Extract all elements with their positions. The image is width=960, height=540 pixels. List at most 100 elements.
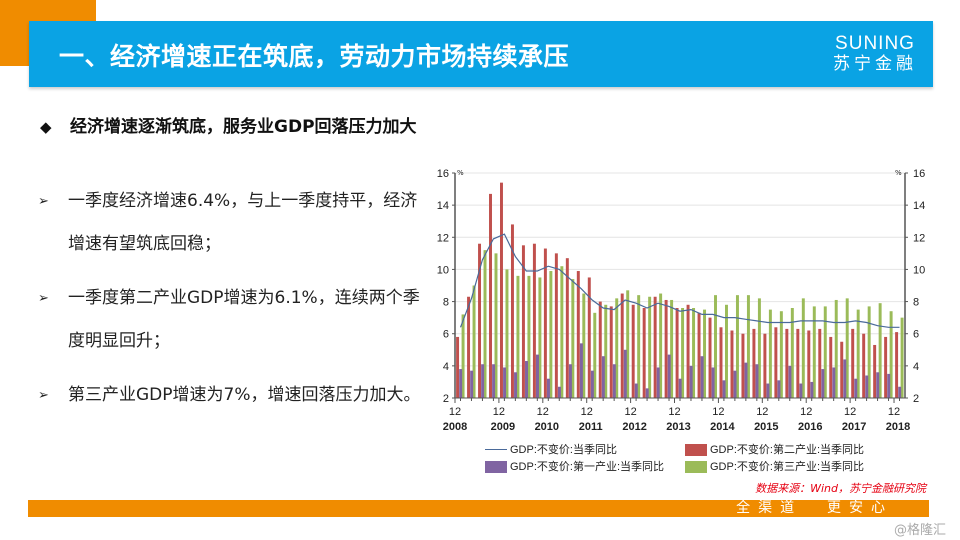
bar-series-1-q29 [774,327,778,398]
legend-primary: GDP:不变价:第一产业:当季同比 [485,460,664,474]
bar-series-1-q16 [631,304,635,398]
y-tick-label-right: 2 [913,393,919,405]
y-tick-label-left: 10 [437,264,449,276]
bar-series-2-q11 [579,343,583,398]
bar-series-1-q35 [840,341,844,398]
bullet-list: ➢ 一季度经济增速6.4%，与上一季度持平，经济增速有望筑底回稳； ➢ 一季度第二产… [38,180,428,428]
bar-series-3-q3 [494,253,498,398]
bar-series-1-q34 [829,336,833,398]
legend-secondary: GDP:不变价:第二产业:当季同比 [685,443,864,457]
bar-series-3-q28 [768,309,772,398]
bar-series-3-q21 [692,308,696,398]
y-tick-label-left: 12 [437,232,449,244]
y-tick-label-right: 14 [913,200,925,212]
bar-series-3-q23 [714,295,717,398]
bar-series-2-q5 [514,372,518,398]
bar-series-1-q0 [456,336,460,398]
bar-series-2-q6 [525,361,528,398]
bar-series-2-q28 [766,383,770,398]
bar-series-1-q15 [620,293,624,398]
bar-series-3-q38 [878,303,882,398]
data-source: 数据来源：Wind，苏宁金融研究院 [755,482,926,495]
bar-series-1-q9 [554,253,558,398]
x-tick-month: 12 [581,406,593,418]
bar-series-1-q6 [521,245,525,398]
bar-series-1-q37 [862,333,866,398]
bar-series-3-q34 [834,299,838,398]
bar-series-2-q8 [546,378,550,398]
bar-series-3-q39 [889,311,893,398]
bar-series-2-q3 [492,364,496,398]
bullet-text: 一季度经济增速6.4%，与上一季度持平，经济增速有望筑底回稳； [68,191,418,254]
bar-series-3-q37 [867,306,871,398]
bar-series-3-q15 [626,290,630,398]
bar-series-1-q28 [763,333,767,398]
bar-series-2-q38 [876,372,880,398]
x-tick-year: 2011 [579,421,603,433]
bar-series-3-q19 [670,299,674,398]
bar-series-2-q2 [481,364,485,398]
bar-series-2-q9 [557,386,561,398]
page-title: 一、经济增速正在筑底，劳动力市场持续承压 [59,42,570,71]
bar-series-3-q40 [900,317,904,398]
gdp-chart: 2 2 4 4 6 6 8 8 10 10 12 12 14 14 16 16% % 12 2008 12 2009 12… [437,168,925,433]
bar-series-3-q32 [812,306,816,398]
x-tick-year: 2018 [886,421,910,433]
bar-series-3-q20 [681,308,685,398]
bar-series-1-q27 [752,328,756,398]
watermark: @格隆汇 [893,523,946,538]
x-tick-year: 2014 [710,421,735,433]
bar-series-2-q31 [799,383,803,398]
bar-series-3-q25 [735,295,739,398]
x-tick-month: 12 [844,406,856,418]
bar-series-3-q22 [703,309,707,398]
bar-series-2-q40 [898,386,902,398]
bar-series-3-q12 [593,312,597,398]
y-tick-label-right: 12 [913,232,925,244]
x-tick-month: 12 [888,406,900,418]
x-tick-month: 12 [800,406,812,418]
bullet-item: ➢ 第三产业GDP增速为7%，增速回落压力加大。 [38,374,428,417]
x-tick-year: 2013 [666,421,690,433]
bar-series-2-q21 [689,365,693,398]
x-tick-year: 2012 [622,421,646,433]
y-tick-label-right: 6 [913,329,919,341]
y-unit-left: % [457,169,464,177]
legend-gdp: GDP:不变价:当季同比 [485,443,617,457]
bar-series-1-q4 [500,182,503,398]
bar-series-2-q14 [612,364,616,398]
x-tick-year: 2009 [491,421,515,433]
bar-series-1-q19 [664,299,668,398]
y-tick-label-right: 10 [913,264,925,276]
arrow-bullet-icon: ➢ [38,194,49,209]
bar-series-3-q35 [845,298,849,398]
bar-series-1-q39 [884,336,888,398]
bar-series-2-q26 [744,362,748,398]
x-tick-year: 2008 [443,421,467,433]
bullet-item: ➢ 一季度经济增速6.4%，与上一季度持平，经济增速有望筑底回稳； [38,180,428,266]
bar-series-3-q31 [801,298,805,398]
bar-series-1-q40 [895,332,899,398]
bar-series-1-q24 [719,327,723,398]
legend-tertiary: GDP:不变价:第三产业:当季同比 [685,460,864,474]
arrow-bullet-icon: ➢ [38,388,49,403]
bar-series-2-q7 [536,354,539,398]
bar-series-2-q32 [810,381,814,398]
bar-series-2-q4 [503,367,507,398]
bar-series-1-q20 [675,308,679,398]
bar-series-1-q25 [730,330,734,398]
bar-series-3-q13 [604,304,608,398]
bar-series-2-q37 [865,375,869,398]
x-tick-year: 2015 [754,421,778,433]
bar-series-1-q33 [818,328,822,398]
bar-series-2-q27 [755,364,759,398]
bar-series-3-q7 [538,277,542,398]
bar-series-1-q26 [741,333,745,398]
x-tick-month: 12 [712,406,724,418]
y-tick-label-right: 8 [913,297,919,309]
bar-series-2-q34 [832,367,836,398]
y-tick-label-left: 2 [443,393,449,405]
bar-series-2-q18 [656,367,660,398]
bar-series-3-q26 [746,295,750,398]
bar-series-3-q30 [790,308,794,398]
